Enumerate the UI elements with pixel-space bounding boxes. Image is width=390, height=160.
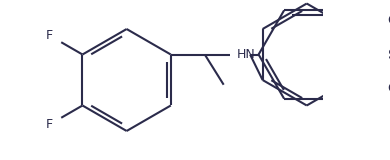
Text: F: F <box>46 118 53 131</box>
Text: S: S <box>388 48 390 61</box>
Text: F: F <box>46 29 53 42</box>
Text: HN: HN <box>237 48 255 61</box>
Text: O: O <box>388 82 390 95</box>
Text: O: O <box>388 14 390 27</box>
